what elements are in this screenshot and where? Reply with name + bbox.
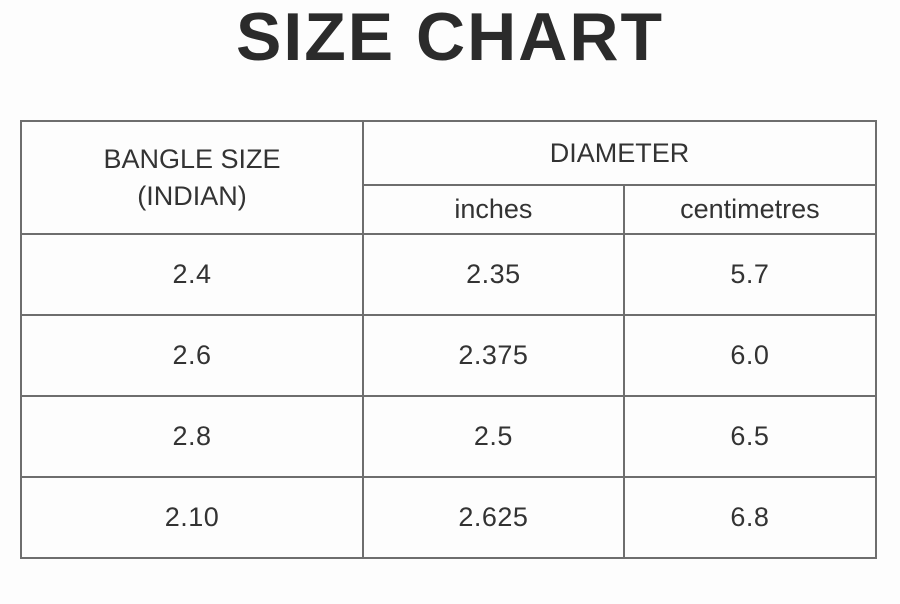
- table-row: 2.4 2.35 5.7: [20, 233, 878, 316]
- bangle-size-cell: 2.6: [20, 314, 364, 397]
- bangle-size-cell: 2.8: [20, 395, 364, 478]
- bangle-size-cell: 2.4: [20, 233, 364, 316]
- inches-cell: 2.375: [362, 314, 625, 397]
- size-chart-table: BANGLE SIZE (INDIAN) DIAMETER inches cen…: [20, 120, 878, 559]
- inches-header-cell: inches: [362, 184, 625, 235]
- bangle-size-header-cell: BANGLE SIZE (INDIAN): [20, 120, 364, 235]
- diameter-group-header-cell: DIAMETER: [362, 120, 877, 186]
- inches-cell: 2.5: [362, 395, 625, 478]
- table-header-row-2: inches centimetres: [21, 184, 878, 235]
- bangle-size-header-line1: BANGLE SIZE: [103, 144, 281, 175]
- centimetres-header-cell: centimetres: [622, 184, 878, 235]
- table-row: 2.10 2.625 6.8: [20, 476, 878, 559]
- table-row: 2.6 2.375 6.0: [20, 314, 878, 397]
- centimetres-cell: 5.7: [622, 233, 878, 316]
- bangle-size-cell: 2.10: [20, 476, 364, 559]
- centimetres-cell: 6.5: [622, 395, 878, 478]
- table-header-row-1: BANGLE SIZE (INDIAN) DIAMETER: [20, 120, 877, 235]
- inches-cell: 2.35: [362, 233, 625, 316]
- page-title: SIZE CHART: [236, 0, 664, 75]
- table-row: 2.8 2.5 6.5: [20, 395, 878, 478]
- centimetres-cell: 6.0: [622, 314, 878, 397]
- centimetres-cell: 6.8: [622, 476, 878, 559]
- inches-cell: 2.625: [362, 476, 625, 559]
- bangle-size-header-line2: (INDIAN): [137, 180, 247, 211]
